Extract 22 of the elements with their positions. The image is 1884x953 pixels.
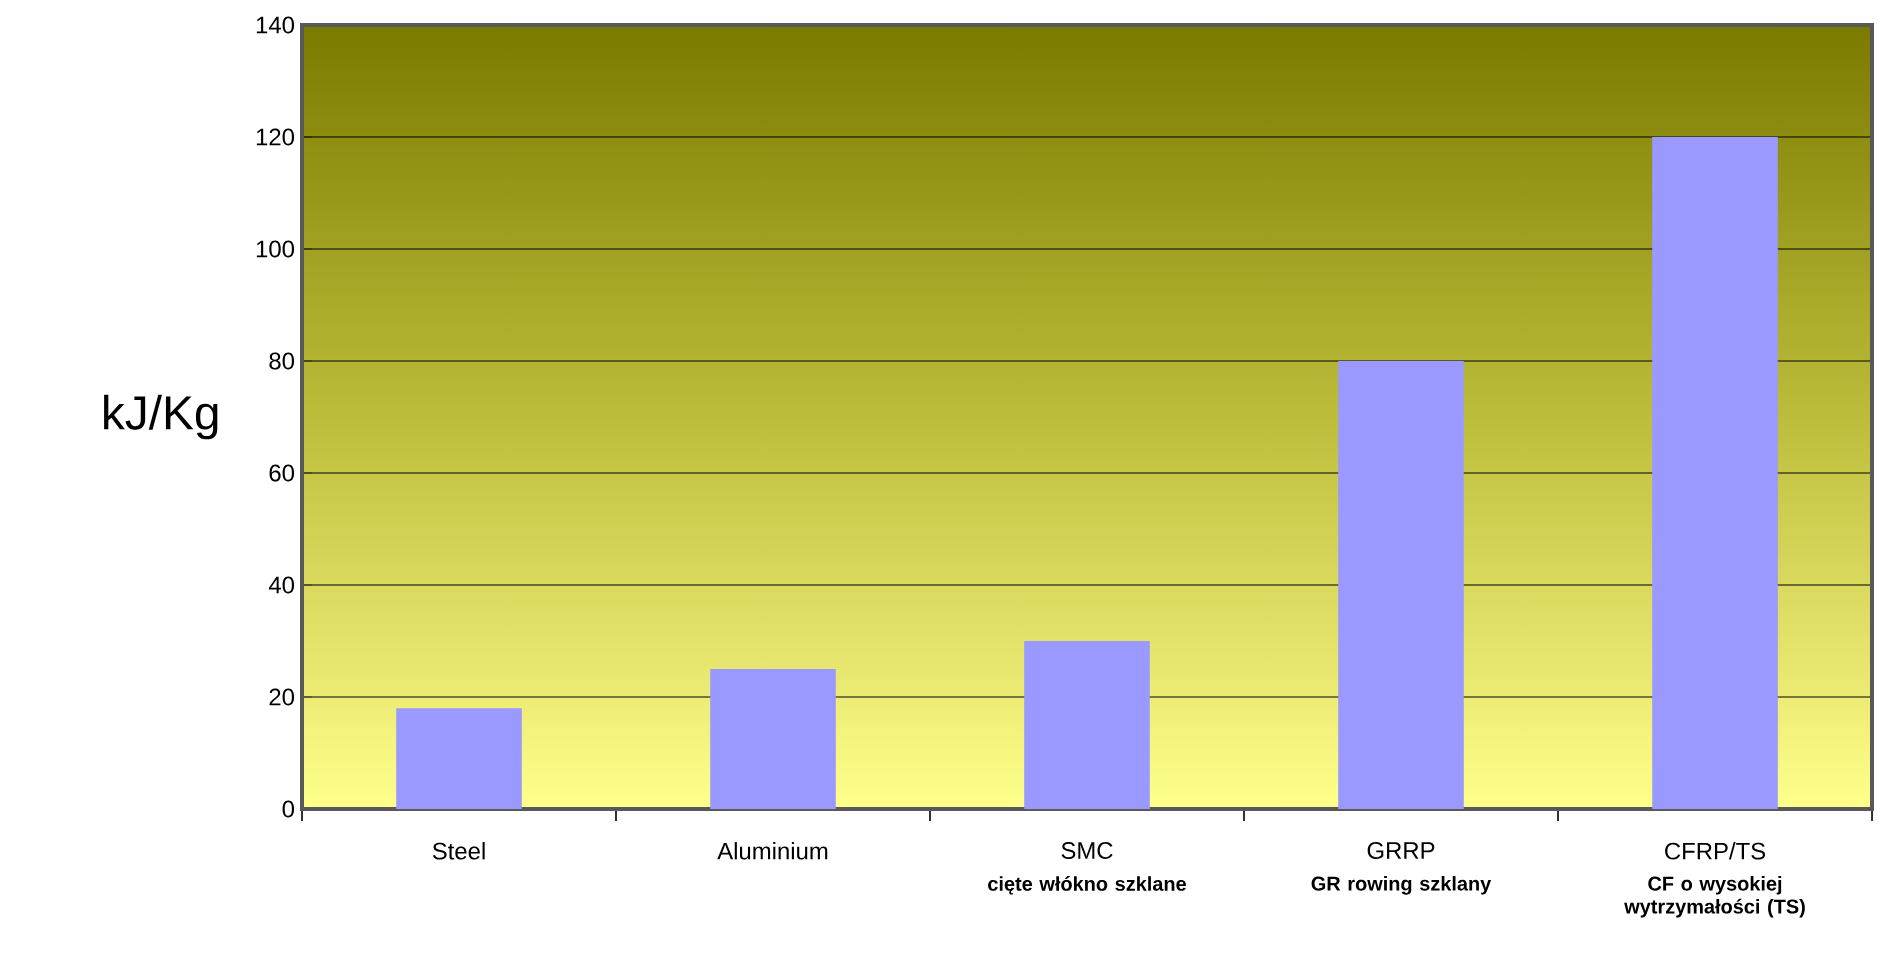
bar <box>1024 641 1150 809</box>
y-tick-label: 40 <box>268 576 295 594</box>
y-tick-label: 100 <box>256 240 295 258</box>
y-tick-label: 120 <box>256 128 295 146</box>
x-tick-label: GRRP <box>1367 842 1435 859</box>
bar <box>1652 136 1778 809</box>
y-tick-label: 60 <box>269 464 295 482</box>
bar <box>396 708 522 809</box>
x-tick-label: Aluminium <box>717 842 828 860</box>
x-tick-label: CFRP/TS <box>1665 842 1766 860</box>
text: cięte włókno szklane <box>988 876 1186 895</box>
y-axis-title: kJ/Kg <box>104 394 218 440</box>
y-tick-label: 140 <box>256 16 295 34</box>
text: CF o wysokiej wytrzymałości (TS) <box>1624 876 1805 918</box>
bar <box>710 669 836 809</box>
y-tick-label: 20 <box>269 688 295 706</box>
y-tick-label: 80 <box>269 352 295 370</box>
text: GR rowing szklany <box>1311 876 1492 895</box>
bar <box>1338 361 1464 809</box>
y-tick-label: 0 <box>282 800 295 818</box>
x-tick-label: Steel <box>432 842 485 860</box>
x-tick-label: SMC <box>1061 842 1113 859</box>
